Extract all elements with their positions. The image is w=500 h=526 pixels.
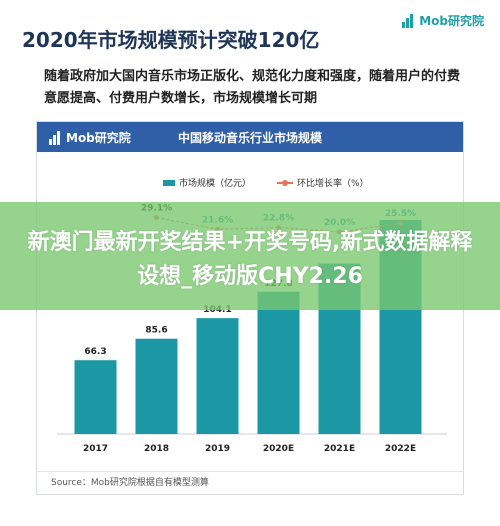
chart-title: 中国移动音乐行业市场规模 — [177, 131, 322, 145]
x-tick-label: 2017 — [83, 444, 108, 454]
brand-name: Mob研究院 — [419, 14, 484, 28]
bar-value-label: 104.1 — [203, 305, 231, 315]
source-divider — [37, 471, 463, 472]
card-brand-logo: Mob研究院 — [49, 129, 131, 146]
bar-value-label: 85.6 — [145, 326, 167, 336]
bar-2017 — [74, 360, 117, 434]
watermark-text: 新澳门最新开奖结果+开奖号码,新式数据解释设想_移动版CHY2.26 — [27, 230, 473, 289]
brand-logo: Mob研究院 — [402, 12, 484, 29]
x-tick-label: 2018 — [144, 444, 169, 454]
bar-2018 — [135, 338, 178, 434]
bar-2020E — [257, 291, 300, 434]
legend-bar-swatch — [163, 179, 175, 186]
bar-logo-icon — [49, 130, 63, 145]
bar-logo-icon — [402, 13, 416, 28]
bar-value-label: 66.3 — [84, 347, 106, 357]
bar-2019 — [196, 318, 239, 434]
chart-legend: 市场规模（亿元） 环比增长率（%） — [163, 176, 369, 189]
page-title: 2020年市场规模预计突破120亿 — [22, 28, 320, 52]
legend-item-bars: 市场规模（亿元） — [163, 176, 251, 189]
card-brand-name: Mob研究院 — [66, 131, 131, 145]
page-description: 随着政府加大国内音乐市场正版化、规范化力度和强度，随着用户的付费意愿提高、付费用… — [44, 69, 461, 106]
legend-bar-label: 市场规模（亿元） — [179, 179, 252, 189]
legend-line-label: 环比增长率（%） — [297, 179, 369, 189]
x-tick-label: 2022E — [385, 444, 416, 454]
legend-line-swatch — [277, 179, 294, 186]
legend-item-line: 环比增长率（%） — [277, 176, 369, 189]
x-tick-label: 2021E — [324, 444, 355, 454]
source-note: Source：Mob研究院根据自有模型测算 — [51, 478, 209, 488]
x-tick-label: 2019 — [205, 444, 230, 454]
chart-header: Mob研究院 中国移动音乐行业市场规模 — [37, 122, 463, 152]
watermark-band — [0, 202, 500, 310]
x-tick-label: 2020E — [263, 444, 294, 454]
